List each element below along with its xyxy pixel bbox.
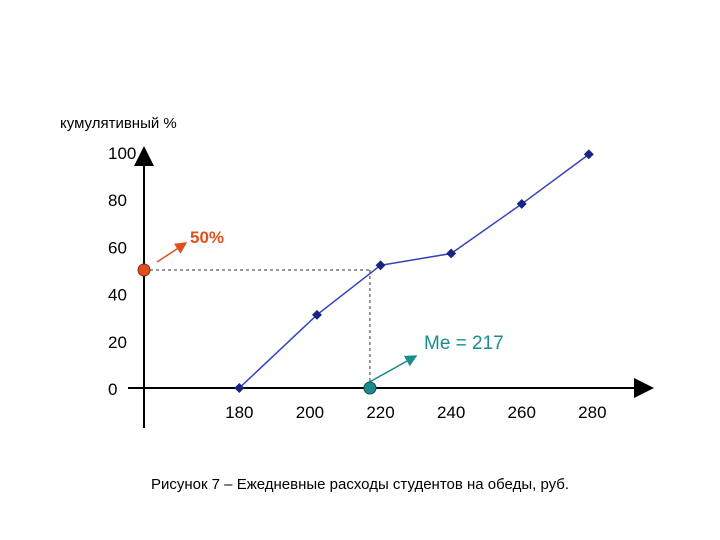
- y-tick-label: 40: [108, 286, 127, 305]
- x-tick-label: 260: [508, 403, 536, 422]
- y-tick-label: 60: [108, 238, 127, 257]
- y-axis-title: кумулятивный %: [60, 115, 177, 132]
- median-arrow: [365, 355, 418, 385]
- data-point: [312, 309, 322, 320]
- data-point: [234, 383, 245, 393]
- x-tick-label: 280: [578, 403, 606, 422]
- y-tick-label: 100: [108, 144, 136, 163]
- median-annotation: Me = 217: [424, 333, 504, 354]
- y-tick-labels: 0 20 40 60 80 100: [108, 144, 136, 399]
- percent-marker: [137, 263, 151, 277]
- data-point: [583, 149, 594, 160]
- y-tick-label: 80: [108, 191, 127, 210]
- data-point: [516, 198, 527, 209]
- figure-caption: Рисунок 7 – Ежедневные расходы студентов…: [150, 476, 570, 493]
- data-points: [234, 149, 594, 393]
- y-tick-label: 20: [108, 333, 127, 352]
- median-guides: [137, 242, 418, 395]
- x-tick-label: 220: [366, 403, 394, 422]
- x-tick-label: 240: [437, 403, 465, 422]
- data-point: [446, 248, 457, 259]
- y-tick-label: 0: [108, 380, 117, 399]
- series-line: [238, 153, 590, 389]
- data-point: [375, 260, 386, 271]
- median-marker: [363, 381, 377, 395]
- percent-arrow: [156, 242, 188, 263]
- x-tick-label: 200: [296, 403, 324, 422]
- series-polyline: [238, 153, 590, 389]
- percent-annotation: 50%: [190, 228, 224, 247]
- x-tick-label: 180: [225, 403, 253, 422]
- x-tick-labels: 180 200 220 240 260 280: [225, 403, 606, 422]
